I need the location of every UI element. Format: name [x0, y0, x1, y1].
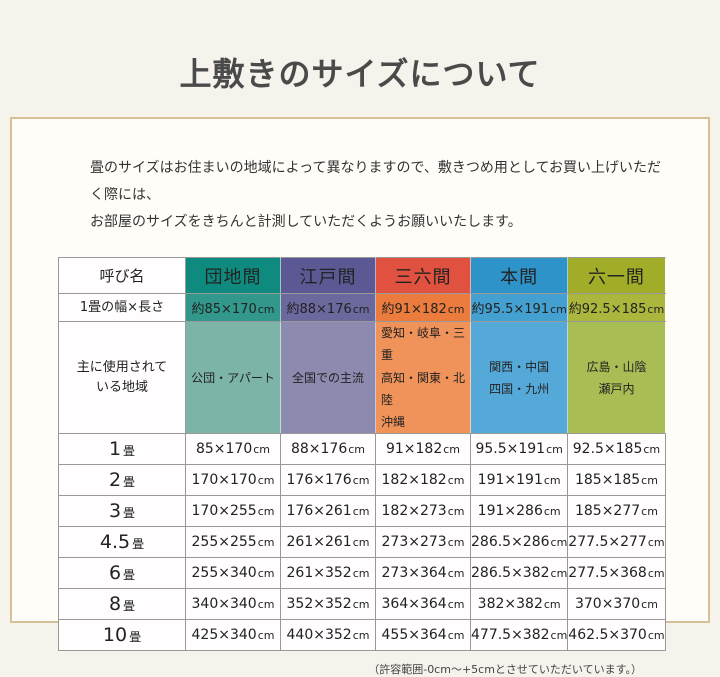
- size-value: 425×340cm: [185, 619, 281, 652]
- size-value: 191×286cm: [469, 495, 569, 528]
- size-value: 352×352cm: [280, 588, 376, 621]
- regions-sanrokuma: 愛知・岐阜・三重 高知・関東・北陸 沖縄: [375, 321, 471, 435]
- column-header-honma: 本間: [469, 257, 569, 295]
- size-value: 382×382cm: [469, 588, 569, 621]
- size-value: 91×182cm: [375, 433, 471, 466]
- size-value: 273×273cm: [375, 526, 471, 559]
- size-value: 191×191cm: [469, 464, 569, 497]
- size-value: 455×364cm: [375, 619, 471, 652]
- row-label: 4.5 畳: [58, 526, 186, 559]
- column-header-danchima: 団地間: [185, 257, 281, 295]
- size-value: 364×364cm: [375, 588, 471, 621]
- size-value: 440×352cm: [280, 619, 376, 652]
- size-value: 273×364cm: [375, 557, 471, 590]
- size-value: 462.5×370cm: [567, 619, 666, 652]
- size-value: 185×277cm: [567, 495, 666, 528]
- table-row-10jo: 10 畳 425×340cm 440×352cm 455×364cm 477.5×…: [58, 619, 666, 652]
- regions-edoma: 全国での主流: [280, 321, 376, 435]
- regions-row: 主に使用されて いる地域 公団・アパート 全国での主流 愛知・岐阜・三重 高知・…: [58, 321, 666, 435]
- mat-size-sanrokuma: 約91×182cm: [375, 293, 471, 323]
- tatami-size-table: 呼び名 団地間 江戸間 三六間 本間 六一間 1畳の幅×長さ 約85×170cm…: [58, 257, 666, 652]
- intro-line-2: お部屋のサイズをきちんと計測していただくようお願いいたします。: [90, 213, 522, 230]
- size-per-mat-row: 1畳の幅×長さ 約85×170cm 約88×176cm 約91×182cm 約9…: [58, 293, 666, 323]
- size-value: 88×176cm: [280, 433, 376, 466]
- size-value: 182×273cm: [375, 495, 471, 528]
- size-value: 340×340cm: [185, 588, 281, 621]
- regions-rokuichima: 広島・山陰 瀬戸内: [567, 321, 666, 435]
- mat-size-danchima: 約85×170cm: [185, 293, 281, 323]
- content-panel: 畳のサイズはお住まいの地域によって異なりますので、敷きつめ用としてお買い上げいた…: [10, 117, 710, 676]
- column-header-edoma: 江戸間: [280, 257, 376, 295]
- tolerance-note: （許容範囲-0cm～+5cmとさせていただいています。）: [368, 663, 642, 677]
- regions-honma: 関西・中国 四国・九州: [469, 321, 569, 435]
- intro-line-1: 畳のサイズはお住まいの地域によって異なりますので、敷きつめ用としてお買い上げいた…: [90, 160, 662, 204]
- size-value: 170×170cm: [185, 464, 281, 497]
- mat-size-edoma: 約88×176cm: [280, 293, 376, 323]
- size-value: 95.5×191cm: [469, 433, 569, 466]
- size-value: 85×170cm: [185, 433, 281, 466]
- regions-row-label: 主に使用されて いる地域: [58, 321, 186, 435]
- size-value: 286.5×286cm: [469, 526, 569, 559]
- column-header-sanrokuma: 三六間: [375, 257, 471, 295]
- page-title: 上敷きのサイズについて: [179, 55, 541, 94]
- mat-size-honma: 約95.5×191cm: [469, 293, 569, 323]
- regions-danchima: 公団・アパート: [185, 321, 281, 435]
- header-row: 呼び名 団地間 江戸間 三六間 本間 六一間: [58, 257, 666, 295]
- size-value: 277.5×368cm: [567, 557, 666, 590]
- size-value: 477.5×382cm: [469, 619, 569, 652]
- size-value: 255×255cm: [185, 526, 281, 559]
- intro-text: 畳のサイズはお住まいの地域によって異なりますので、敷きつめ用としてお買い上げいた…: [90, 155, 668, 235]
- corner-header: 呼び名: [58, 257, 186, 295]
- size-value: 261×261cm: [280, 526, 376, 559]
- size-value: 277.5×277cm: [567, 526, 666, 559]
- size-value: 170×255cm: [185, 495, 281, 528]
- column-header-rokuichima: 六一間: [567, 257, 666, 295]
- size-value: 176×261cm: [280, 495, 376, 528]
- table-row-4-5jo: 4.5 畳 255×255cm 261×261cm 273×273cm 286.5…: [58, 526, 666, 559]
- mat-size-rokuichima: 約92.5×185cm: [567, 293, 666, 323]
- size-value: 286.5×382cm: [469, 557, 569, 590]
- size-value: 255×340cm: [185, 557, 281, 590]
- size-value: 370×370cm: [567, 588, 666, 621]
- size-value: 92.5×185cm: [567, 433, 666, 466]
- size-row-label: 1畳の幅×長さ: [58, 293, 186, 323]
- size-value: 182×182cm: [375, 464, 471, 497]
- size-value: 176×176cm: [280, 464, 376, 497]
- size-value: 185×185cm: [567, 464, 666, 497]
- row-label: 10 畳: [58, 619, 186, 652]
- size-value: 261×352cm: [280, 557, 376, 590]
